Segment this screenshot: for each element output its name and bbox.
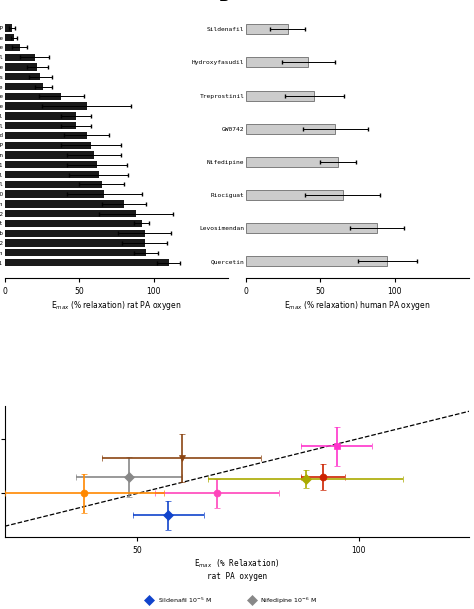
X-axis label: E$_{max}$ (% relaxation) rat PA oxygen: E$_{max}$ (% relaxation) rat PA oxygen bbox=[51, 299, 182, 312]
Bar bbox=[5, 83, 44, 90]
Bar bbox=[246, 91, 314, 100]
Bar bbox=[5, 210, 136, 217]
Bar bbox=[5, 259, 169, 266]
Bar bbox=[5, 54, 35, 61]
X-axis label: E$_{max}$ (% relaxation) human PA oxygen: E$_{max}$ (% relaxation) human PA oxygen bbox=[284, 299, 431, 312]
Bar bbox=[5, 34, 14, 41]
Bar bbox=[5, 63, 37, 71]
Bar bbox=[246, 223, 377, 233]
Bar bbox=[246, 24, 288, 34]
Bar bbox=[5, 181, 101, 188]
Bar bbox=[5, 122, 76, 129]
Bar bbox=[5, 239, 145, 247]
Bar bbox=[5, 73, 40, 80]
Bar bbox=[5, 200, 124, 208]
Bar bbox=[246, 157, 338, 167]
Bar bbox=[5, 112, 76, 119]
Text: B: B bbox=[219, 0, 230, 4]
Bar bbox=[246, 57, 309, 68]
Bar bbox=[246, 256, 387, 266]
Bar bbox=[5, 191, 104, 198]
Bar bbox=[246, 124, 335, 133]
Bar bbox=[5, 142, 91, 149]
Legend: Sildenafil 10$^{-5}$ M, Riociguat 10$^{-5}$ M, Hydroxyfasudil 3×10$^{-5}$ M, Que: Sildenafil 10$^{-5}$ M, Riociguat 10$^{-… bbox=[143, 596, 331, 609]
Bar bbox=[5, 93, 61, 100]
Bar bbox=[5, 102, 87, 110]
Bar bbox=[5, 161, 97, 169]
Bar bbox=[5, 249, 146, 256]
Bar bbox=[5, 230, 145, 237]
Bar bbox=[5, 220, 142, 227]
Bar bbox=[246, 190, 343, 200]
Bar bbox=[5, 44, 19, 51]
X-axis label: E$_{max}$ (% Relaxation)
rat PA oxygen: E$_{max}$ (% Relaxation) rat PA oxygen bbox=[194, 558, 280, 581]
Bar bbox=[5, 24, 12, 32]
Bar bbox=[5, 132, 87, 139]
Bar bbox=[5, 152, 94, 159]
Bar bbox=[5, 171, 99, 178]
